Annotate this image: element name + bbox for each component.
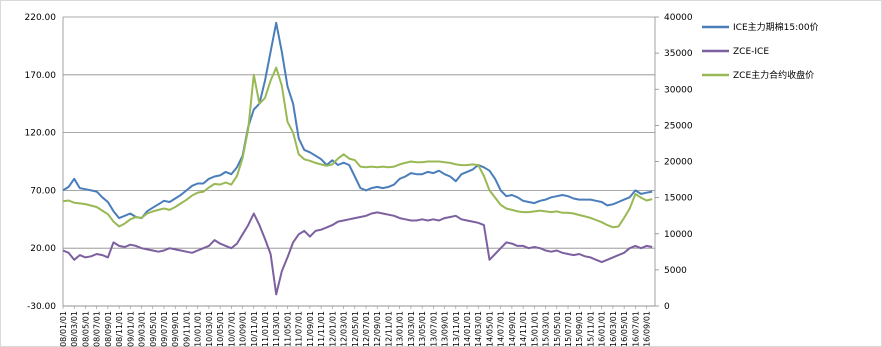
x-tick-label: 2013/03/01 <box>407 311 416 347</box>
x-tick-label: 2010/07/01 <box>227 311 236 347</box>
x-tick-label: 2011/09/01 <box>306 311 315 347</box>
x-tick-label: 2008/01/01 <box>59 311 68 347</box>
y-left-tick-label: 70.00 <box>30 186 56 196</box>
x-tick-label: 2013/05/01 <box>418 311 427 347</box>
x-tick-label: 2016/01/01 <box>598 311 607 347</box>
x-tick-label: 2014/01/01 <box>463 311 472 347</box>
series-line <box>62 211 653 296</box>
x-tick-label: 2013/07/01 <box>429 311 438 347</box>
x-tick-label: 2008/07/01 <box>93 311 102 347</box>
x-tick-label: 2008/05/01 <box>81 311 90 347</box>
x-tick-label: 2015/03/01 <box>542 311 551 347</box>
x-tick-label: 2016/09/01 <box>643 311 652 347</box>
legend-label: ZCE-ICE <box>733 47 769 57</box>
x-tick-label: 2010/01/01 <box>194 311 203 347</box>
x-tick-label: 2010/03/01 <box>205 311 214 347</box>
x-tick-label: 2014/11/01 <box>519 311 528 347</box>
y-left-tick-label: 120.00 <box>25 129 57 139</box>
x-tick-label: 2008/11/01 <box>115 311 124 347</box>
x-tick-label: 2015/05/01 <box>553 311 562 347</box>
x-tick-label: 2015/09/01 <box>575 311 584 347</box>
y-right-tick-label: 35000 <box>664 49 693 59</box>
series-line <box>62 66 653 229</box>
x-tick-label: 2014/05/01 <box>485 311 494 347</box>
series-line <box>62 21 653 220</box>
x-tick-label: 2009/03/01 <box>138 311 147 347</box>
y-left-tick-label: 170.00 <box>25 71 57 81</box>
y-right-tick-label: 10000 <box>664 230 693 240</box>
x-tick-label: 2016/05/01 <box>620 311 629 347</box>
y-right-tick-label: 40000 <box>664 13 693 23</box>
x-tick-label: 2010/05/01 <box>216 311 225 347</box>
x-tick-label: 2012/07/01 <box>362 311 371 347</box>
x-tick-label: 2011/11/01 <box>317 311 326 347</box>
x-tick-label: 2013/09/01 <box>441 311 450 347</box>
x-tick-label: 2012/11/01 <box>384 311 393 347</box>
x-tick-label: 2014/07/01 <box>497 311 506 347</box>
x-tick-label: 2012/03/01 <box>340 311 349 347</box>
x-tick-label: 2015/11/01 <box>586 311 595 347</box>
x-tick-label: 2010/11/01 <box>250 311 259 347</box>
x-tick-label: 2009/01/01 <box>126 311 135 347</box>
x-tick-label: 2011/03/01 <box>272 311 281 347</box>
x-tick-label: 2012/09/01 <box>373 311 382 347</box>
x-tick-label: 2008/09/01 <box>104 311 113 347</box>
y-left-tick-label: 220.00 <box>25 13 57 23</box>
x-tick-label: 2009/07/01 <box>160 311 169 347</box>
x-tick-label: 2015/07/01 <box>564 311 573 347</box>
y-left-tick-label: 20.00 <box>30 244 56 254</box>
y-right-tick-label: 5000 <box>664 266 687 276</box>
y-right-tick-label: 0 <box>664 302 670 312</box>
x-tick-label: 2009/11/01 <box>182 311 191 347</box>
x-tick-label: 2013/11/01 <box>452 311 461 347</box>
y-right-tick-label: 20000 <box>664 158 693 168</box>
x-tick-label: 2011/01/01 <box>261 311 270 347</box>
y-left-tick-label: -30.00 <box>27 302 56 312</box>
x-tick-label: 2011/05/01 <box>283 311 292 347</box>
x-tick-label: 2008/03/01 <box>70 311 79 347</box>
legend-label: ICE主力期棉15:00价 <box>733 21 819 33</box>
x-tick-label: 2014/03/01 <box>474 311 483 347</box>
x-tick-label: 2011/07/01 <box>295 311 304 347</box>
y-right-tick-label: 25000 <box>664 121 693 131</box>
y-right-tick-label: 30000 <box>664 85 693 95</box>
x-tick-label: 2012/05/01 <box>351 311 360 347</box>
legend-label: ZCE主力合约收盘价 <box>733 69 814 81</box>
x-tick-label: 2009/05/01 <box>149 311 158 347</box>
x-tick-label: 2016/03/01 <box>609 311 618 347</box>
x-tick-label: 2014/09/01 <box>508 311 517 347</box>
y-right-tick-label: 15000 <box>664 194 693 204</box>
x-tick-label: 2013/01/01 <box>396 311 405 347</box>
x-tick-label: 2015/01/01 <box>530 311 539 347</box>
x-tick-label: 2016/07/01 <box>631 311 640 347</box>
x-tick-label: 2009/09/01 <box>171 311 180 347</box>
x-tick-label: 2010/09/01 <box>239 311 248 347</box>
x-tick-label: 2012/01/01 <box>328 311 337 347</box>
